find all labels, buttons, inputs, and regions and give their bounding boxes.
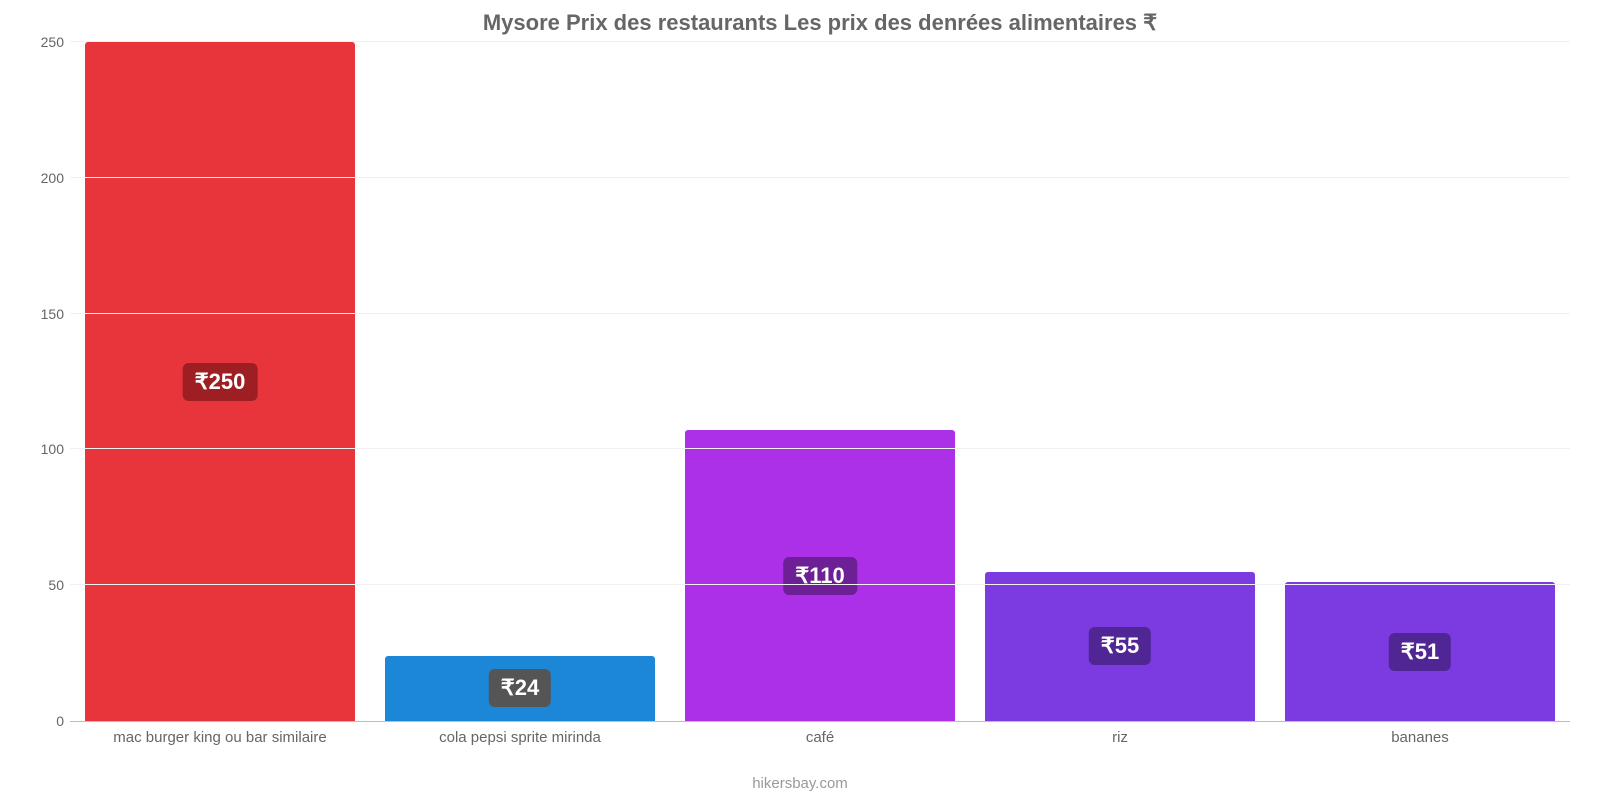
bar-value-label: ₹24 <box>489 669 551 707</box>
bar: ₹110 <box>685 430 955 721</box>
bar-value-label: ₹55 <box>1089 627 1151 665</box>
chart-title: Mysore Prix des restaurants Les prix des… <box>70 10 1570 36</box>
bar-slot: ₹110 <box>670 42 970 721</box>
price-bar-chart: Mysore Prix des restaurants Les prix des… <box>0 0 1600 800</box>
grid-line <box>70 448 1570 449</box>
bar-slot: ₹51 <box>1270 42 1570 721</box>
grid-line <box>70 177 1570 178</box>
bar: ₹51 <box>1285 582 1555 721</box>
y-tick-label: 200 <box>20 170 64 186</box>
bar: ₹250 <box>85 42 355 721</box>
bar-slot: ₹250 <box>70 42 370 721</box>
y-tick-label: 0 <box>20 713 64 729</box>
grid-line <box>70 41 1570 42</box>
attribution-text: hikersbay.com <box>0 775 1600 792</box>
bar-value-label: ₹110 <box>783 557 857 595</box>
x-category-label: mac burger king ou bar similaire <box>70 721 370 746</box>
x-category-label: riz <box>970 721 1270 746</box>
x-category-label: café <box>670 721 970 746</box>
grid-line <box>70 720 1570 721</box>
grid-line <box>70 313 1570 314</box>
x-category-label: bananes <box>1270 721 1570 746</box>
bar-value-label: ₹51 <box>1389 633 1451 671</box>
bar: ₹55 <box>985 572 1255 721</box>
bars-container: ₹250 ₹24 ₹110 ₹55 ₹51 <box>70 42 1570 721</box>
y-tick-label: 50 <box>20 577 64 593</box>
bar-slot: ₹55 <box>970 42 1270 721</box>
plot-area: ₹250₹24₹110₹55₹51 mac burger king ou bar… <box>70 42 1570 722</box>
x-axis: mac burger king ou bar similairecola pep… <box>70 721 1570 746</box>
y-tick-label: 250 <box>20 34 64 50</box>
bar: ₹24 <box>385 656 655 721</box>
y-tick-label: 100 <box>20 441 64 457</box>
x-category-label: cola pepsi sprite mirinda <box>370 721 670 746</box>
grid-line <box>70 584 1570 585</box>
bar-slot: ₹24 <box>370 42 670 721</box>
bar-value-label: ₹250 <box>183 363 258 401</box>
y-tick-label: 150 <box>20 306 64 322</box>
